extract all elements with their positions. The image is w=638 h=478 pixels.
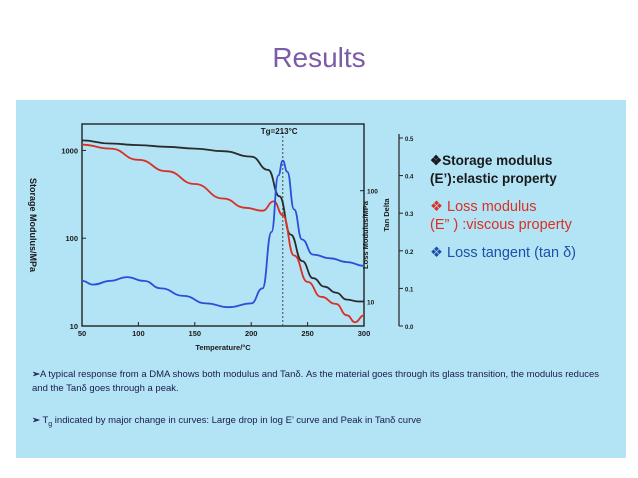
- series-line-left: [81, 139, 364, 303]
- note-tg-prefix: T: [42, 415, 49, 426]
- x-tick-label: 200: [245, 329, 258, 338]
- bullet-loss-tangent: ❖ Loss tangent (tan δ): [430, 244, 626, 262]
- x-tick-label: 50: [78, 329, 86, 338]
- bullet-storage-line2: (E’):elastic property: [430, 171, 557, 186]
- property-bullets: ❖Storage modulus (E’):elastic property ❖…: [430, 152, 626, 272]
- series-line-right2: [81, 159, 365, 309]
- bullet-loss-modulus: ❖ Loss modulus (E” ) :viscous property: [430, 198, 626, 234]
- y-right2-tick-label: 0.3: [405, 212, 414, 218]
- y-right1-tick-label: 100: [367, 189, 378, 196]
- y-right1-tick-label: 10: [367, 299, 375, 306]
- y-right2-tick-label: 0.0: [405, 325, 414, 331]
- note-dma-text: A typical response from a DMA shows both…: [32, 369, 600, 394]
- bullet-tan-symbol: ❖: [430, 245, 443, 261]
- bullet-tan-text: Loss tangent (tan δ): [447, 245, 577, 261]
- tg-annotation: Tg=213°C: [261, 127, 298, 136]
- y-right2-tick-label: 0.1: [405, 287, 414, 293]
- x-axis-label: Temperature/°C: [195, 343, 251, 352]
- note-tg-sub: g: [48, 420, 53, 428]
- y-left-tick-label: 100: [65, 234, 78, 243]
- results-panel: 50 100 150 200 250 300 Temperature/°C 1000 100 10…: [16, 100, 626, 458]
- plot-frame: [81, 123, 365, 327]
- y-right2-tick-label: 0.5: [405, 137, 414, 143]
- note-tg-text: indicated by major change in curves: Lar…: [52, 415, 422, 426]
- y-right2-tick-label: 0.2: [405, 250, 414, 256]
- y-right2-tick-label: 0.4: [405, 175, 414, 181]
- y-right2-axis-label: Tan Delta: [382, 198, 391, 232]
- bullet-loss-line2: (E” ) :viscous property: [430, 217, 572, 233]
- y-left-axis-label: Storage Modulus/MPa: [28, 178, 38, 273]
- note-tg-indication: ➢ Tg indicated by major change in curves…: [32, 414, 602, 432]
- y-left-tick-label: 1000: [61, 146, 78, 155]
- bullet-loss-line1: Loss modulus: [447, 199, 537, 215]
- dma-chart: 50 100 150 200 250 300 Temperature/°C 1000 100 10…: [28, 123, 414, 352]
- y-right1-axis-label: Loss Modulus/MPa: [361, 200, 370, 269]
- arrow-bullet-icon: ➢: [32, 415, 40, 426]
- note-dma-response: ➢A typical response from a DMA shows bot…: [32, 368, 602, 396]
- x-tick-label: 300: [358, 329, 371, 338]
- series-line-right1: [81, 143, 365, 324]
- x-tick-label: 100: [132, 329, 145, 338]
- x-tick-label: 250: [301, 329, 314, 338]
- x-tick-label: 150: [189, 329, 202, 338]
- slide-title: Results: [272, 42, 366, 73]
- arrow-bullet-icon: ➢: [32, 369, 40, 380]
- bullet-storage-line1: Storage modulus: [442, 153, 553, 168]
- y-left-tick-label: 10: [70, 322, 78, 331]
- bullet-storage-symbol: ❖: [430, 153, 443, 168]
- bullet-storage-modulus: ❖Storage modulus (E’):elastic property: [430, 152, 626, 188]
- bullet-loss-symbol: ❖: [430, 199, 443, 215]
